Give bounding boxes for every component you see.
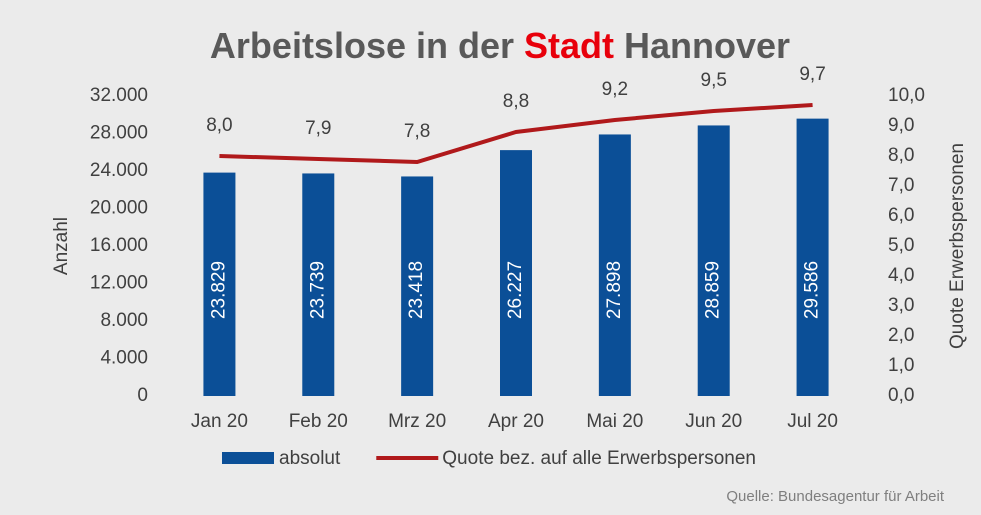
y-tick-label: 16.000 [90, 235, 148, 256]
y-tick-label: 4.000 [100, 348, 148, 369]
x-tick-label: Mai 20 [586, 411, 643, 432]
bar [796, 118, 829, 396]
line-value-label: 8,8 [503, 91, 529, 112]
title-part: Stadt [524, 25, 614, 66]
legend-swatch [222, 452, 274, 464]
y2-tick-label: 5,0 [888, 235, 914, 256]
line-value-label: 9,7 [799, 64, 825, 85]
bar [500, 150, 532, 396]
legend-label: absolut [279, 448, 341, 469]
x-tick-label: Jul 20 [787, 411, 838, 432]
bar-value-label: 23.418 [406, 261, 427, 319]
y2-tick-label: 6,0 [888, 205, 914, 226]
x-tick-label: Apr 20 [488, 411, 544, 432]
bar-value-label: 28.859 [703, 261, 724, 319]
bar [697, 125, 730, 397]
y2-tick-label: 0,0 [888, 385, 914, 406]
x-tick-label: Jan 20 [191, 411, 248, 432]
y-tick-label: 0 [137, 385, 148, 406]
y2-tick-label: 3,0 [888, 295, 914, 316]
x-tick-label: Mrz 20 [388, 411, 446, 432]
line-value-label: 7,8 [404, 121, 430, 142]
y2-tick-label: 10,0 [888, 85, 925, 106]
y-tick-label: 32.000 [90, 85, 148, 106]
bar [302, 173, 335, 396]
y2-axis-label: Quote Erwerbspersonen [947, 143, 968, 349]
line-value-label: 9,2 [602, 79, 628, 100]
y2-tick-label: 7,0 [888, 175, 914, 196]
y2-tick-label: 4,0 [888, 265, 914, 286]
bar-value-label: 29.586 [802, 261, 823, 319]
y2-tick-label: 1,0 [888, 355, 914, 376]
line-value-label: 8,0 [206, 115, 232, 136]
chart-title: Arbeitslose in der Stadt Hannover [210, 25, 790, 66]
source: Quelle: Bundesagentur für Arbeit [726, 488, 944, 505]
y-tick-label: 28.000 [90, 123, 148, 144]
title-part: Arbeitslose in der [210, 25, 514, 66]
y-tick-label: 20.000 [90, 198, 148, 219]
y-axis-label: Anzahl [51, 217, 72, 275]
line-value-label: 7,9 [305, 118, 331, 139]
y-tick-label: 24.000 [90, 160, 148, 181]
line-value-label: 9,5 [701, 70, 727, 91]
y-tick-label: 8.000 [100, 310, 148, 331]
bar [203, 172, 236, 396]
bar [401, 176, 434, 396]
y2-tick-label: 8,0 [888, 145, 914, 166]
x-tick-label: Jun 20 [685, 411, 742, 432]
y2-tick-label: 2,0 [888, 325, 914, 346]
bar [598, 134, 631, 397]
x-tick-label: Feb 20 [289, 411, 348, 432]
bar-value-label: 23.829 [208, 261, 229, 319]
bar-value-label: 23.739 [307, 261, 328, 319]
bar-value-label: 26.227 [505, 261, 526, 319]
line [219, 103, 813, 165]
bar-value-label: 27.898 [604, 261, 625, 319]
legend-label: Quote bez. auf alle Erwerbspersonen [442, 448, 756, 469]
y-tick-label: 12.000 [90, 273, 148, 294]
y2-tick-label: 9,0 [888, 115, 914, 136]
title-part: Hannover [624, 25, 790, 66]
